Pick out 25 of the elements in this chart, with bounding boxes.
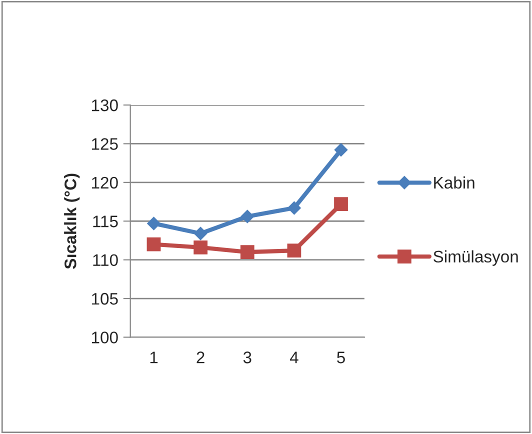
point bbox=[287, 201, 302, 215]
y-tick-label: 110 bbox=[93, 254, 118, 266]
x-tick-label: 5 bbox=[337, 352, 345, 364]
y-tick-label: 100 bbox=[92, 332, 118, 344]
point bbox=[194, 226, 208, 240]
point bbox=[287, 244, 302, 258]
x-tick-label: 2 bbox=[196, 352, 204, 364]
x-tick-label: 1 bbox=[150, 352, 158, 364]
point bbox=[146, 216, 161, 230]
point bbox=[146, 237, 161, 252]
x-tick-label: 4 bbox=[290, 352, 298, 364]
legend-label: Kabin bbox=[434, 176, 474, 189]
x-tick-label: 3 bbox=[243, 352, 252, 364]
y-tick-label: 130 bbox=[92, 99, 118, 112]
point bbox=[240, 245, 254, 260]
legend-label: Simülasyon bbox=[434, 250, 518, 266]
point bbox=[334, 143, 348, 157]
y-tick-label: 125 bbox=[92, 138, 118, 150]
point bbox=[240, 210, 254, 224]
y-axis-title: Sıcaklık (°C) bbox=[64, 174, 80, 269]
point bbox=[334, 197, 348, 212]
point bbox=[194, 240, 208, 254]
y-tick-label: 105 bbox=[92, 292, 118, 305]
y-tick-label: 120 bbox=[92, 176, 118, 189]
y-tick-label: 115 bbox=[93, 216, 118, 228]
